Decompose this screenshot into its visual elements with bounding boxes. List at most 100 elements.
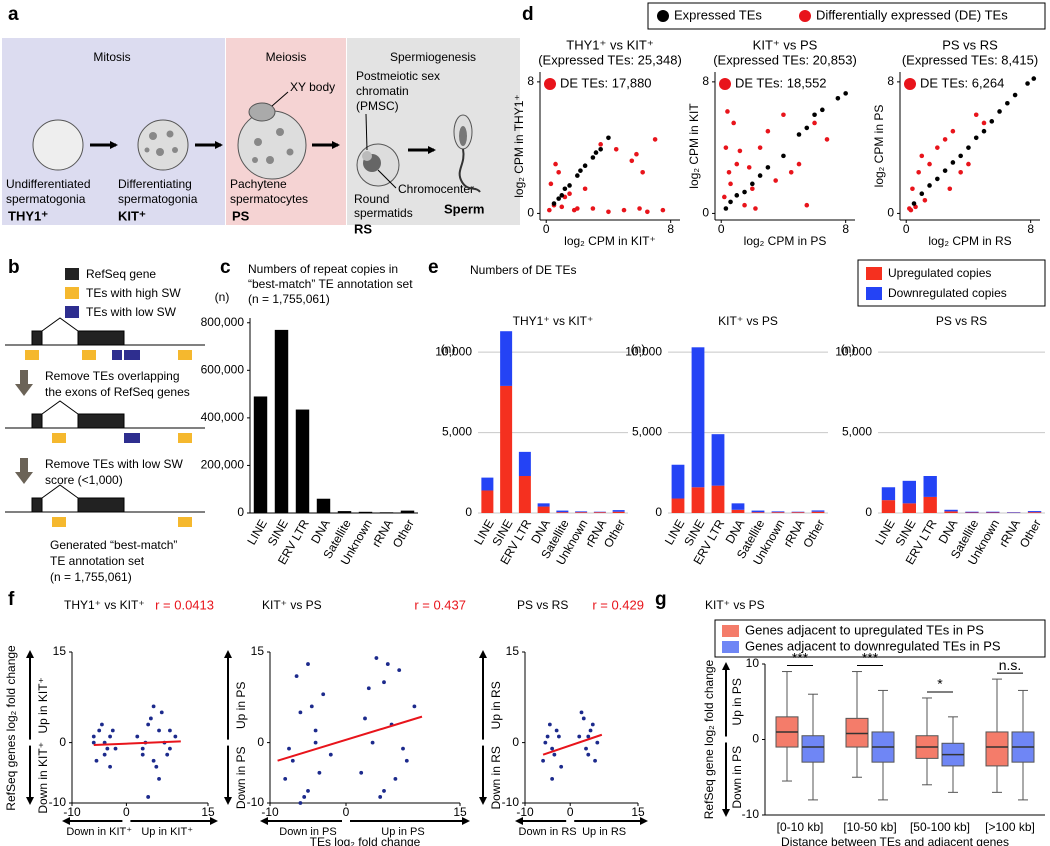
point bbox=[640, 170, 645, 175]
y-tick-label: -10 bbox=[502, 795, 520, 809]
point bbox=[543, 740, 548, 745]
point bbox=[159, 710, 164, 715]
point bbox=[404, 758, 409, 763]
y-tick-label: 0 bbox=[59, 735, 66, 749]
x-tick-label: [>100 kb] bbox=[985, 820, 1035, 834]
point bbox=[742, 189, 747, 195]
point bbox=[559, 764, 564, 769]
panel-b: b RefSeq gene TEs with high SW TEs with … bbox=[5, 257, 205, 584]
point bbox=[637, 206, 642, 211]
point bbox=[567, 191, 572, 196]
y-tick-label: 0 bbox=[655, 505, 662, 519]
x-tick-label: 8 bbox=[667, 222, 674, 236]
y-tick-label: 15 bbox=[506, 644, 520, 658]
point bbox=[378, 795, 383, 799]
bar bbox=[316, 498, 331, 513]
chromatin bbox=[144, 130, 178, 156]
bar-segment bbox=[811, 511, 825, 513]
y-tick-label: 0 bbox=[465, 505, 472, 519]
x-tick-label: [10-50 kb] bbox=[843, 820, 896, 834]
y-axis-label: Up in KIT⁺ bbox=[36, 677, 50, 733]
bar-segment bbox=[751, 512, 765, 513]
point bbox=[922, 197, 928, 203]
chart-title: Numbers of repeat copies in bbox=[248, 262, 398, 276]
x-tick-label: 0 bbox=[567, 805, 574, 819]
point bbox=[781, 112, 786, 118]
panel-title: KIT⁺ vs PS bbox=[262, 598, 322, 612]
legend-label: TEs with low SW bbox=[86, 305, 177, 319]
legend-swatch bbox=[722, 641, 739, 653]
panel-a: a Mitosis Meiosis Spermiogenesis XY body… bbox=[2, 4, 520, 236]
bar bbox=[295, 409, 310, 513]
y-axis-label: (n) bbox=[215, 290, 230, 304]
result-text: TE annotation set bbox=[50, 554, 145, 568]
bar bbox=[379, 512, 394, 513]
significance: * bbox=[937, 676, 943, 692]
point bbox=[328, 752, 333, 757]
point bbox=[1012, 92, 1018, 98]
y-axis-label: RefSeq gene log₂ fold change bbox=[702, 659, 716, 819]
bar-segment bbox=[986, 511, 1000, 513]
point bbox=[557, 734, 561, 739]
point bbox=[947, 186, 953, 192]
point bbox=[157, 776, 161, 781]
point bbox=[385, 662, 390, 666]
step-text: the exons of RefSeq genes bbox=[45, 385, 190, 399]
y-axis-label: log₂ CPM in PS bbox=[872, 105, 886, 188]
fit-line bbox=[277, 715, 423, 762]
x-axis-label: Down in PS bbox=[279, 826, 336, 838]
y-axis-label: Down in KIT⁺ bbox=[36, 742, 50, 814]
point bbox=[796, 132, 802, 137]
leader bbox=[365, 113, 368, 151]
cell-name: Differentiating bbox=[118, 177, 192, 191]
point bbox=[737, 148, 743, 154]
y-axis-label: log₂ CPM in KIT bbox=[687, 103, 701, 189]
bar-segment bbox=[671, 464, 685, 499]
panel-label: b bbox=[8, 257, 20, 278]
legend-box bbox=[647, 2, 1046, 30]
point bbox=[146, 722, 151, 727]
step-text: score (<1,000) bbox=[45, 473, 123, 487]
point bbox=[94, 758, 99, 763]
point bbox=[598, 146, 603, 152]
significance: *** bbox=[792, 649, 809, 665]
bar-segment bbox=[691, 347, 705, 488]
step-text: Remove TEs with low SW bbox=[45, 457, 183, 471]
point bbox=[989, 119, 995, 124]
point bbox=[1025, 81, 1030, 86]
point bbox=[313, 728, 318, 733]
result-text: Generated “best-match” bbox=[50, 538, 177, 552]
bar-segment bbox=[944, 509, 958, 512]
y-tick-label: 5,000 bbox=[442, 425, 472, 439]
pmsc-dot bbox=[362, 151, 372, 161]
y-tick-label: 400,000 bbox=[201, 410, 245, 424]
cell-name: Pachytene bbox=[230, 177, 287, 191]
panel-title: KIT⁺ vs PS bbox=[718, 314, 778, 328]
panel-label: c bbox=[220, 257, 231, 278]
bar-segment bbox=[731, 503, 745, 510]
cell bbox=[237, 110, 307, 180]
significance: *** bbox=[862, 649, 879, 665]
legend-swatch bbox=[65, 306, 79, 318]
point bbox=[151, 758, 156, 763]
annotation: (PMSC) bbox=[356, 99, 399, 113]
point bbox=[757, 173, 763, 178]
point bbox=[804, 125, 810, 131]
y-axis-label: Up in RS bbox=[489, 681, 503, 729]
bar bbox=[400, 510, 415, 513]
bar-segment bbox=[537, 503, 550, 507]
result-text: (n = 1,755,061) bbox=[50, 570, 132, 584]
point bbox=[135, 734, 140, 739]
y-tick-label: 600,000 bbox=[201, 362, 245, 376]
point bbox=[613, 146, 619, 152]
legend-label: Expressed TEs bbox=[674, 7, 762, 22]
chart-title: (n = 1,755,061) bbox=[248, 292, 330, 306]
point bbox=[728, 181, 733, 187]
cell-marker: KIT⁺ bbox=[118, 208, 146, 223]
point bbox=[935, 145, 940, 150]
point bbox=[652, 137, 658, 142]
x-tick-label: 8 bbox=[1027, 222, 1034, 236]
bar-segment bbox=[518, 451, 531, 476]
point bbox=[911, 201, 917, 206]
y-axis-label: Down in PS bbox=[234, 746, 248, 809]
